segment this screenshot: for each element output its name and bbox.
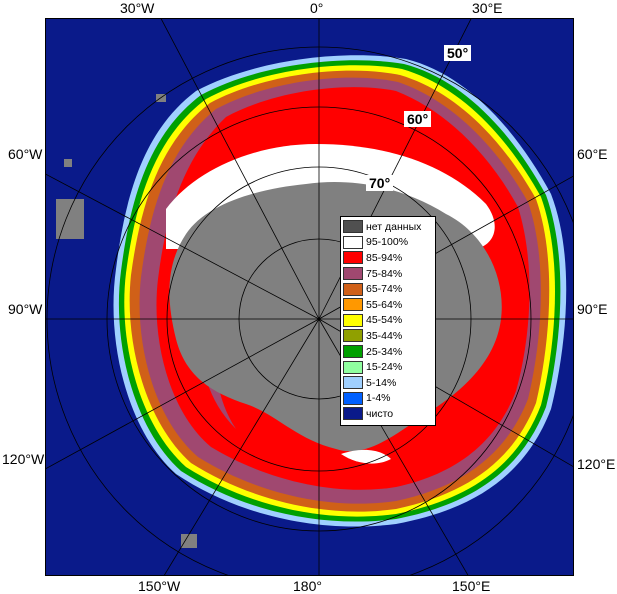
- legend-label: 95-100%: [366, 236, 409, 249]
- legend-label: 35-44%: [366, 329, 403, 342]
- lon-label-120e: 120°E: [577, 456, 616, 472]
- legend-label: 1-4%: [366, 392, 391, 405]
- lon-label-180: 180°: [293, 578, 322, 594]
- legend-label: 15-24%: [366, 361, 403, 374]
- legend-label: 25-34%: [366, 345, 403, 358]
- legend-item: 35-44%: [343, 328, 433, 344]
- legend-item: 95-100%: [343, 235, 433, 251]
- legend-swatch: [343, 235, 363, 249]
- legend-label: 55-64%: [366, 298, 403, 311]
- map-canvas: [46, 19, 573, 575]
- land-patch: [181, 534, 197, 548]
- lon-label-60e: 60°E: [577, 146, 608, 162]
- legend-swatch: [343, 360, 363, 374]
- lon-label-150w: 150°W: [138, 578, 181, 594]
- legend-label: 65-74%: [366, 283, 403, 296]
- legend-item: нет данных: [343, 219, 433, 235]
- legend-item: 5-14%: [343, 375, 433, 391]
- lon-label-150e: 150°E: [452, 578, 491, 594]
- lon-label-60w: 60°W: [8, 146, 43, 162]
- lon-label-90e: 90°E: [577, 301, 608, 317]
- legend-swatch: [343, 345, 363, 359]
- sea-ice-map: [45, 18, 574, 576]
- legend-swatch: [343, 282, 363, 296]
- lat-label-60: 60°: [404, 111, 432, 127]
- lat-label-70: 70°: [366, 175, 394, 191]
- lon-label-30e: 30°E: [472, 0, 503, 16]
- legend-swatch: [343, 407, 363, 421]
- lon-label-0: 0°: [310, 0, 324, 16]
- legend-item: 45-54%: [343, 313, 433, 329]
- legend-label: 75-84%: [366, 267, 403, 280]
- legend-item: 85-94%: [343, 250, 433, 266]
- legend-label: 85-94%: [366, 251, 403, 264]
- legend-item: 75-84%: [343, 266, 433, 282]
- legend-label: 45-54%: [366, 314, 403, 327]
- legend-swatch: [343, 267, 363, 281]
- legend-item: 55-64%: [343, 297, 433, 313]
- legend-item: 25-34%: [343, 344, 433, 360]
- lon-label-30w: 30°W: [120, 0, 155, 16]
- lat-label-50: 50°: [444, 45, 472, 61]
- legend-item: 65-74%: [343, 281, 433, 297]
- legend-swatch: [343, 313, 363, 327]
- lon-label-90w: 90°W: [8, 301, 43, 317]
- lon-label-120w: 120°W: [2, 451, 45, 467]
- land-patch: [64, 159, 72, 167]
- legend-swatch: [343, 251, 363, 265]
- legend-item: 15-24%: [343, 359, 433, 375]
- legend-label: чисто: [366, 407, 394, 420]
- legend-swatch: [343, 329, 363, 343]
- legend-label: 5-14%: [366, 376, 397, 389]
- legend-item: 1-4%: [343, 391, 433, 407]
- legend-label: нет данных: [366, 220, 422, 233]
- legend-swatch: [343, 298, 363, 312]
- legend-item: чисто: [343, 406, 433, 422]
- legend: нет данных 95-100% 85-94% 75-84% 65-74% 55-64…: [340, 216, 436, 426]
- legend-swatch: [343, 391, 363, 405]
- white-coastal-ice: [341, 449, 391, 464]
- legend-swatch: [343, 376, 363, 390]
- legend-swatch: [343, 220, 363, 234]
- land-patch: [56, 199, 84, 239]
